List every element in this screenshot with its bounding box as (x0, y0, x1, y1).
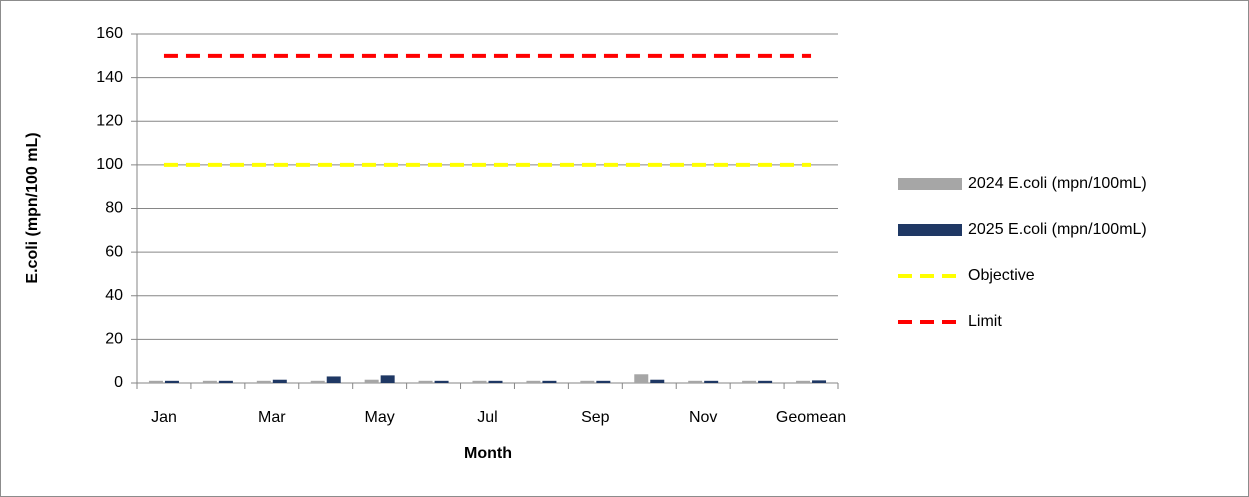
x-tick-label: Nov (689, 409, 717, 426)
legend-label: Objective (968, 267, 1035, 284)
bar (326, 376, 341, 383)
x-axis-title: Month (464, 445, 512, 462)
bar (310, 380, 325, 383)
y-tick-label: 120 (96, 112, 123, 129)
y-tick-label: 80 (105, 200, 123, 217)
legend-label: 2025 E.coli (mpn/100mL) (968, 221, 1147, 238)
legend-swatch (898, 178, 962, 190)
bar (164, 380, 179, 383)
y-tick-label: 140 (96, 69, 123, 86)
legend-label: Limit (968, 313, 1002, 330)
x-tick-label: May (365, 409, 395, 426)
bar (704, 380, 719, 383)
y-tick-label: 160 (96, 25, 123, 42)
bar (634, 374, 649, 383)
bar (650, 379, 665, 383)
bar (488, 380, 503, 383)
bar (148, 380, 163, 383)
bar (596, 380, 611, 383)
bar (272, 379, 287, 383)
y-tick-label: 0 (114, 374, 123, 391)
bar (202, 380, 217, 383)
x-tick-label: Mar (258, 409, 286, 426)
y-tick-label: 60 (105, 243, 123, 260)
y-tick-label: 100 (96, 156, 123, 173)
bar (580, 380, 595, 383)
bar (418, 380, 433, 383)
x-tick-label: Jan (151, 409, 177, 426)
bar (256, 380, 271, 383)
bar (218, 380, 233, 383)
y-tick-label: 20 (105, 331, 123, 348)
bar (742, 380, 757, 383)
y-axis-title: E.coli (mpn/100 mL) (24, 132, 41, 283)
bar (542, 380, 557, 383)
bar (364, 379, 379, 383)
bar (472, 380, 487, 383)
bar (380, 375, 395, 383)
bar (758, 380, 773, 383)
legend-swatch (898, 224, 962, 236)
x-tick-label: Sep (581, 409, 610, 426)
x-tick-label: Geomean (776, 409, 846, 426)
bar (688, 380, 703, 383)
x-tick-label: Jul (477, 409, 497, 426)
y-tick-label: 40 (105, 287, 123, 304)
legend-label: 2024 E.coli (mpn/100mL) (968, 175, 1147, 192)
bar (434, 380, 449, 383)
bar (526, 380, 541, 383)
bar (796, 380, 811, 383)
bar (812, 380, 827, 383)
